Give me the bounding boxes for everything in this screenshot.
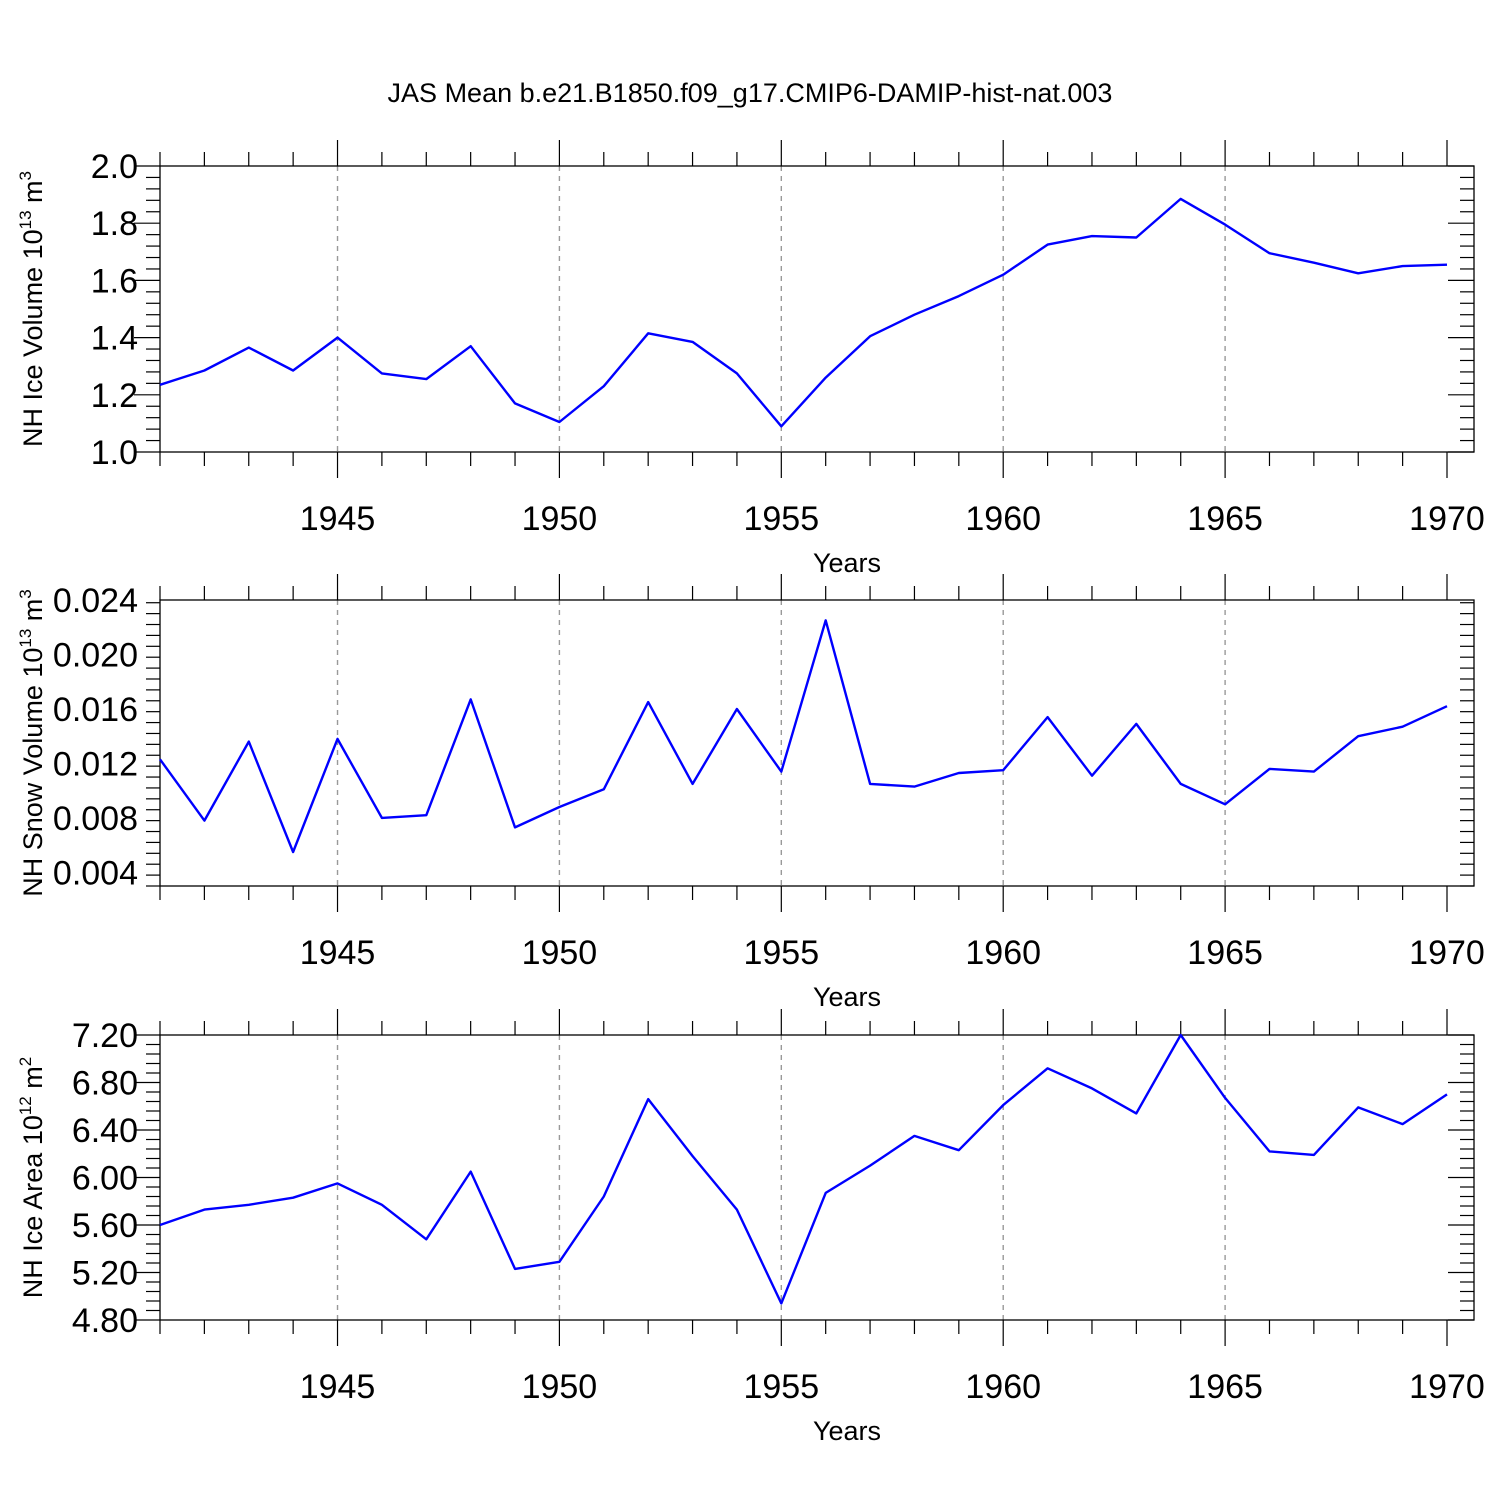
x-axis-label: Years [813,982,881,1012]
y-tick-label: 7.20 [72,1017,138,1055]
panel-ice-area: 1945 1950 1955 1960 1965 1970 4.80 5.20 5.60 6.00… [16,1009,1485,1446]
x-tick-label: 1965 [1187,500,1263,538]
y-tick-label: 0.004 [53,854,138,892]
x-tick-label: 1950 [522,934,598,972]
x-tick-label: 1945 [300,1368,376,1406]
x-tick-label: 1970 [1409,500,1485,538]
y-tick-label: 0.016 [53,691,138,729]
x-tick-label: 1955 [743,500,819,538]
series-line [159,1033,1448,1305]
x-tick-label: 1955 [743,934,819,972]
plot-frame [159,165,1475,453]
y-tick-label: 0.020 [53,636,138,674]
x-tick-label: 1965 [1187,934,1263,972]
x-tick-label: 1965 [1187,1368,1263,1406]
y-tick-label: 1.4 [91,320,138,358]
y-axis-label: NH Snow Volume 1013 m3 [16,589,48,897]
x-tick-label: 1960 [965,500,1041,538]
x-axis-label: Years [813,548,881,578]
y-tick-label: 0.024 [53,582,138,620]
y-tick-label: 4.80 [72,1302,138,1340]
y-tick-label: 5.60 [72,1207,138,1245]
x-tick-label: 1960 [965,1368,1041,1406]
y-tick-label: 0.012 [53,745,138,783]
y-tick-label: 5.20 [72,1255,138,1293]
panel-snow-volume: 1945 1950 1955 1960 1965 1970 0.004 0.008 0.012 0… [16,574,1485,1012]
x-tick-label: 1950 [522,500,598,538]
y-tick-label: 6.80 [72,1065,138,1103]
x-tick-label: 1955 [743,1368,819,1406]
y-tick-label: 6.40 [72,1112,138,1150]
x-tick-label: 1945 [300,934,376,972]
y-tick-label: 6.00 [72,1160,138,1198]
x-tick-label: 1950 [522,1368,598,1406]
y-tick-label: 1.2 [91,377,138,415]
series-line [159,197,1448,428]
x-tick-label: 1970 [1409,1368,1485,1406]
figure-title: JAS Mean b.e21.B1850.f09_g17.CMIP6-DAMIP… [388,78,1113,108]
x-tick-label: 1960 [965,934,1041,972]
x-tick-label: 1945 [300,500,376,538]
plot-frame [159,599,1475,887]
y-tick-label: 1.6 [91,262,138,300]
y-tick-label: 1.0 [91,434,138,472]
y-axis-label: NH Ice Area 1012 m2 [16,1057,48,1298]
y-tick-label: 2.0 [91,148,138,186]
plot-frame [159,1034,1475,1321]
x-tick-label: 1970 [1409,934,1485,972]
y-axis-label: NH Ice Volume 1013 m3 [16,171,48,447]
y-tick-label: 0.008 [53,800,138,838]
y-tick-label: 1.8 [91,205,138,243]
series-line [159,619,1448,854]
panel-ice-volume: 1945 1950 1955 1960 1965 1970 1.0 1.2 1.4 1.6 1.8 2… [16,140,1485,578]
x-axis-label: Years [813,1416,881,1446]
